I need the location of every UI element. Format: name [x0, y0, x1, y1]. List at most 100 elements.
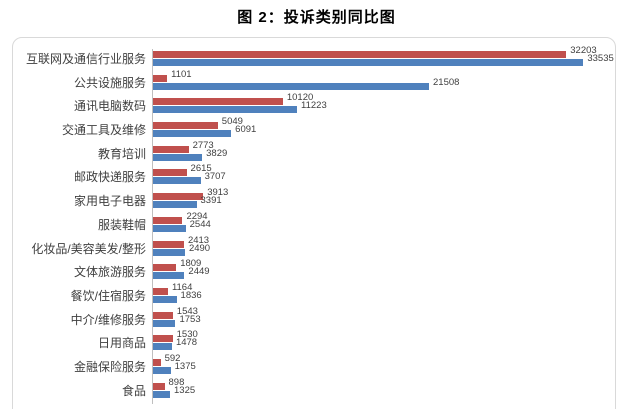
blue-bar — [153, 130, 232, 138]
blue-bar — [153, 201, 197, 209]
category-label: 服装鞋帽 — [97, 217, 146, 232]
category-row: 公共设施服务 1101 21508 — [13, 68, 615, 97]
red-bar — [153, 145, 189, 153]
red-value-label: 1809 — [180, 258, 202, 270]
red-value-label: 2294 — [186, 210, 208, 222]
red-value-label: 2773 — [192, 139, 214, 151]
category-row: 通讯电脑数码 10120 11223 — [13, 92, 615, 121]
red-bar — [153, 193, 204, 201]
bars-area: 2773 3829 — [152, 139, 615, 168]
red-value-label: 592 — [164, 352, 181, 364]
category-row: 邮政快递服务 2615 3707 — [13, 163, 615, 192]
category-label: 交通工具及维修 — [61, 123, 146, 138]
blue-value-label: 2490 — [188, 242, 211, 254]
bars-area: 2615 3707 — [152, 163, 615, 192]
red-value-label: 1543 — [176, 305, 198, 317]
bars-area: 1543 1753 — [152, 305, 615, 334]
bars-area: 1530 1478 — [152, 330, 615, 357]
category-label: 食品 — [121, 383, 146, 398]
category-row: 化妆品/美容美发/整形 2413 2490 — [13, 234, 615, 263]
bars-area: 1101 21508 — [152, 68, 615, 97]
category-row: 交通工具及维修 5049 6091 — [13, 116, 615, 144]
bars-area: 592 1375 — [152, 352, 615, 381]
blue-value-label: 3829 — [206, 147, 228, 159]
red-bar — [153, 311, 173, 319]
red-bar — [153, 287, 168, 295]
blue-value-label: 3391 — [200, 195, 222, 207]
category-row: 餐饮/住宿服务 1164 1836 — [13, 281, 615, 310]
blue-bar — [153, 106, 298, 114]
bars-area: 2413 2490 — [152, 234, 615, 263]
blue-bar — [153, 295, 177, 303]
red-bar — [153, 382, 165, 390]
bars-area: 1164 1836 — [152, 281, 615, 310]
blue-bar — [153, 319, 176, 327]
red-bar — [153, 51, 567, 58]
category-row: 日用商品 1530 1478 — [13, 330, 615, 357]
red-bar — [153, 122, 218, 130]
blue-bar — [153, 59, 584, 66]
category-label: 中介/维修服务 — [70, 312, 146, 327]
red-value-label: 3913 — [207, 187, 229, 199]
red-bar — [153, 98, 283, 106]
red-value-label: 1164 — [171, 281, 193, 293]
category-label: 金融保险服务 — [73, 359, 146, 374]
category-label: 日用商品 — [97, 336, 146, 351]
blue-value-label: 33535 — [587, 53, 614, 64]
red-bar — [153, 240, 184, 248]
category-row: 食品 898 1325 — [13, 376, 615, 405]
category-label: 互联网及通信行业服务 — [25, 52, 146, 66]
category-row: 互联网及通信行业服务 32203 33535 — [13, 45, 615, 73]
red-value-label: 898 — [168, 376, 185, 388]
red-bar — [153, 216, 183, 224]
chart-panel: 互联网及通信行业服务 32203 33535 公共设施服务 1101 21508… — [12, 37, 616, 409]
blue-value-label: 21508 — [433, 76, 460, 88]
category-row: 教育培训 2773 3829 — [13, 139, 615, 168]
blue-bar — [153, 272, 185, 280]
blue-value-label: 1478 — [175, 337, 198, 349]
blue-bar — [153, 366, 171, 374]
category-label: 家用电子电器 — [73, 194, 146, 209]
red-bar — [153, 264, 177, 272]
category-label: 文体旅游服务 — [73, 265, 146, 280]
red-bar — [153, 335, 173, 343]
blue-value-label: 3707 — [204, 171, 226, 183]
category-row: 家用电子电器 3913 3391 — [13, 187, 615, 215]
blue-value-label: 6091 — [235, 124, 257, 136]
red-value-label: 1101 — [171, 68, 192, 80]
category-label: 化妆品/美容美发/整形 — [31, 241, 146, 256]
blue-value-label: 2449 — [188, 266, 210, 278]
blue-bar — [153, 82, 430, 90]
blue-value-label: 1325 — [174, 384, 196, 396]
blue-bar — [153, 390, 170, 398]
category-label: 餐饮/住宿服务 — [70, 288, 146, 303]
red-value-label: 2615 — [190, 163, 212, 175]
category-label: 邮政快递服务 — [73, 170, 146, 185]
red-value-label: 2413 — [187, 234, 210, 246]
red-bar — [153, 74, 168, 82]
blue-bar — [153, 224, 186, 232]
red-value-label: 10120 — [286, 92, 314, 104]
blue-bar — [153, 248, 185, 256]
category-label: 公共设施服务 — [73, 75, 146, 90]
blue-value-label: 2544 — [189, 218, 211, 230]
bars-area: 3913 3391 — [152, 187, 615, 215]
bars-area: 5049 6091 — [152, 116, 615, 144]
category-label: 通讯电脑数码 — [73, 99, 146, 114]
red-bar — [153, 358, 161, 366]
bars-area: 1809 2449 — [152, 258, 615, 286]
bars-area: 10120 11223 — [152, 92, 615, 121]
bars-area: 2294 2544 — [152, 210, 615, 239]
red-value-label: 32203 — [570, 45, 597, 56]
blue-value-label: 1836 — [180, 289, 202, 301]
chart-title: 图 2：投诉类别同比图 — [237, 9, 396, 26]
blue-bar — [153, 343, 172, 351]
blue-value-label: 11223 — [301, 100, 327, 112]
blue-bar — [153, 153, 203, 161]
category-row: 文体旅游服务 1809 2449 — [13, 258, 615, 286]
red-value-label: 5049 — [221, 116, 243, 128]
red-bar — [153, 169, 187, 177]
category-row: 服装鞋帽 2294 2544 — [13, 210, 615, 239]
blue-bar — [153, 177, 201, 185]
